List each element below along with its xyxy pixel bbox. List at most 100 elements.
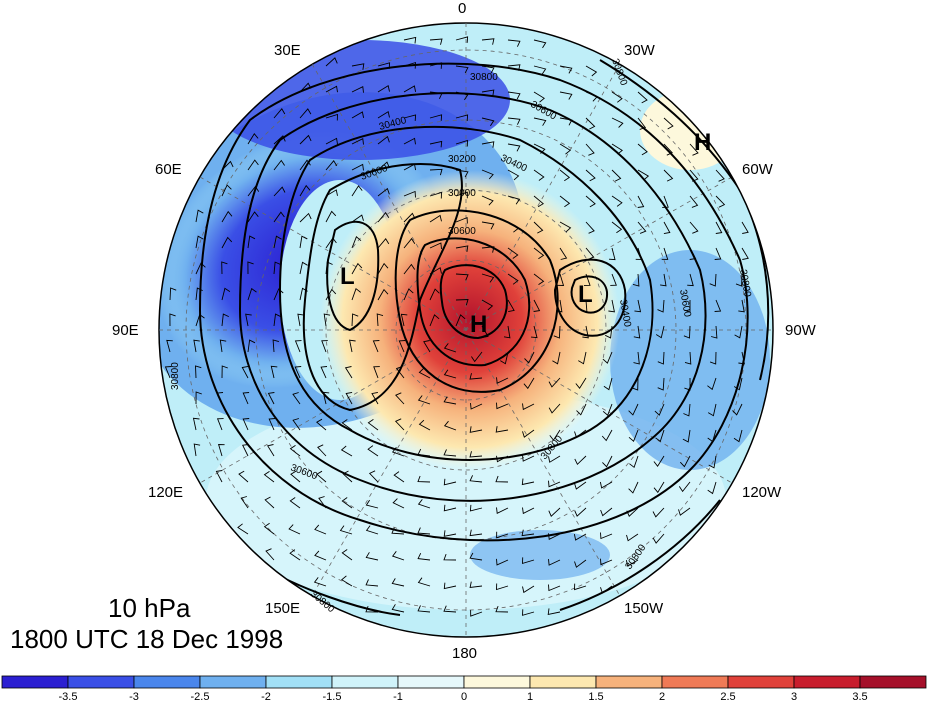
wind-barb [600,507,613,517]
wind-barb [678,507,691,516]
wind-barb [559,169,571,182]
wind-barb [738,299,745,313]
wind-barb [637,221,647,234]
wind-barb [339,525,353,535]
wind-barb [655,325,665,339]
wind-barb [288,524,301,535]
wind-barb [193,443,201,457]
wind-barb [294,366,302,379]
wind-barb [299,184,311,197]
wind-barb [734,325,743,339]
colorbar-tick-label: -3.5 [59,691,78,702]
wind-barb [552,351,561,365]
wind-barb [574,583,587,591]
wind-barb [481,38,495,45]
wind-barb [500,351,509,365]
wind-barb [342,470,353,483]
wind-barb [533,65,547,75]
colorbar-swatch [595,675,663,689]
longitude-labels: 0 30W 60W 90W 120W 150W 180 150E 120E 90… [112,0,817,662]
wind-barb [599,481,613,489]
wind-barb [657,299,665,313]
wind-barb [429,168,443,176]
colorbar-tick-label: 3.5 [852,691,867,702]
wind-barb [689,195,699,208]
wind-barb [496,558,509,566]
wind-barb [689,169,699,182]
colorbar-tick-label: -2 [261,691,271,702]
wind-barb [247,185,260,197]
wind-barb [662,195,669,208]
wind-barb [377,211,390,223]
wind-barb [559,143,571,155]
wind-barb [299,108,312,119]
colorbar-tick-label: -3 [129,691,139,702]
wind-barb [683,325,691,339]
wind-barb [221,184,232,197]
wind-barb [628,481,639,494]
wind-barb [403,212,416,223]
longitude-label: 120W [742,484,782,501]
wind-barb [195,209,204,223]
wind-barb [710,325,718,339]
longitude-label: 30W [624,42,656,59]
wind-barb [481,273,495,283]
wind-barb [455,245,469,252]
wind-barb [653,481,665,494]
wind-barb [608,247,616,261]
colorbar-tick-label: 1 [527,691,533,702]
wind-barb [395,366,405,379]
wind-barb [215,470,223,483]
wind-barb [443,504,457,512]
wind-barb [273,211,285,223]
wind-barb [455,36,469,43]
wind-barb [657,351,665,365]
wind-barb [578,351,587,365]
wind-barb [496,402,509,410]
wind-barb [371,391,379,405]
wind-barb [318,496,327,509]
wind-barb [481,221,495,230]
wind-barb [351,111,365,119]
wind-barb [533,91,545,103]
wind-barb [377,262,389,275]
wind-barb [626,533,639,542]
contour-label: 30800 [737,269,753,299]
wind-barb [219,339,227,353]
wind-barb [393,471,405,483]
wind-barb [429,242,442,250]
contour-label: 30400 [617,299,633,329]
wind-barb [377,187,390,197]
wind-barb [429,62,443,69]
wind-barb [341,419,353,431]
wind-barb [600,585,613,594]
wind-barb [289,497,301,509]
wind-barb [628,403,639,416]
wind-barb [738,351,745,365]
wind-barb [533,117,547,126]
wind-barb [714,299,722,312]
wind-barb [634,299,642,313]
wind-barb [273,108,286,119]
low-pressure-marker: L [340,263,355,290]
wind-barb [417,553,431,561]
wind-barb [707,403,717,417]
wind-barb [195,313,205,327]
wind-barb [289,445,301,457]
wind-barb [653,455,665,467]
wind-barb [417,395,431,405]
wind-barb [605,325,613,339]
wind-barb [317,444,327,457]
wind-barb [628,429,639,442]
wind-barb [443,369,457,379]
wind-barb [273,135,286,145]
wind-barb [585,117,596,130]
wind-barb [292,418,301,431]
wind-barb [715,169,725,182]
wind-barb [164,366,172,379]
wind-barb [523,377,535,390]
wind-barb [455,299,469,306]
longitude-label: 0 [458,0,466,17]
wind-barb [272,339,280,353]
wind-barb [611,143,623,155]
